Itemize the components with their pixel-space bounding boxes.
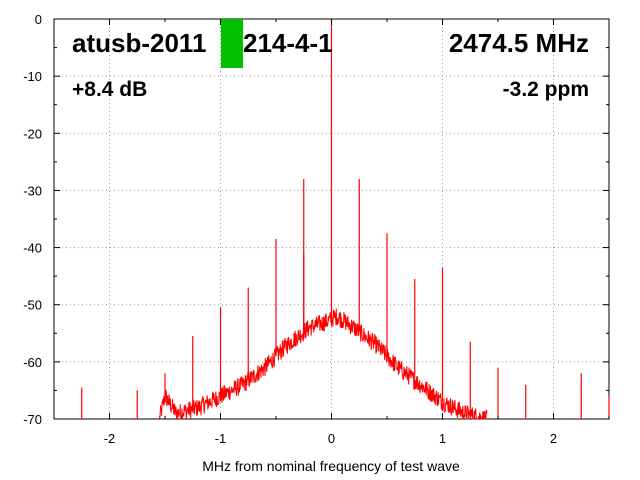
x-tick-label: -1 xyxy=(215,431,227,446)
spectrum-series xyxy=(81,19,610,421)
axis-ticks: 0-10-20-30-40-50-60-70-2 -1 0 1 2 xyxy=(23,12,610,446)
y-tick-label: 0 xyxy=(35,12,42,27)
offset-label: -3.2 ppm xyxy=(503,78,589,101)
y-tick-label: -20 xyxy=(23,126,42,141)
grid xyxy=(54,19,609,419)
y-tick-label: -40 xyxy=(23,241,42,256)
y-tick-label: -60 xyxy=(23,355,42,370)
frequency-label: 2474.5 MHz xyxy=(449,28,589,58)
x-tick-label: -2 xyxy=(104,431,116,446)
green-marker xyxy=(221,19,243,68)
x-tick-label: 1 xyxy=(439,431,446,446)
device-label-suffix: 214-4-1 xyxy=(243,28,333,58)
x-tick-label: 2 xyxy=(550,431,557,446)
device-label: atusb-2011 xyxy=(72,28,206,58)
y-tick-label: -50 xyxy=(23,298,42,313)
y-tick-label: -70 xyxy=(23,412,42,427)
y-tick-label: -30 xyxy=(23,183,42,198)
y-tick-label: -10 xyxy=(23,69,42,84)
x-axis-title: MHz from nominal frequency of test wave xyxy=(202,458,460,474)
x-tick-label: 0 xyxy=(328,431,335,446)
gain-label: +8.4 dB xyxy=(72,78,147,101)
noise-trace xyxy=(158,308,488,421)
